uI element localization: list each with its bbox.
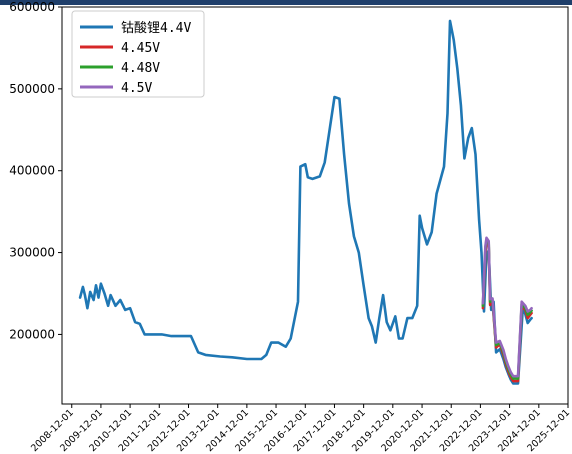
legend: 钴酸锂4.4V 4.45V 4.48V 4.5V <box>71 10 205 98</box>
y-tick-label: 600000 <box>9 0 55 14</box>
series-lines <box>78 19 533 385</box>
legend-label-3: 4.5V <box>121 81 152 96</box>
plot-area-frame <box>61 6 569 405</box>
legend-box <box>71 10 205 98</box>
series-line-0 <box>78 19 533 385</box>
y-tick-label: 200000 <box>9 327 55 341</box>
y-tick-label: 300000 <box>9 246 55 260</box>
window-top-strip <box>0 0 572 5</box>
x-axis: 2008-12-012009-12-012010-12-012011-12-01… <box>29 404 572 454</box>
series-line-3 <box>481 236 533 378</box>
legend-label-0: 钴酸锂4.4V <box>121 21 191 36</box>
legend-label-1: 4.45V <box>121 41 160 56</box>
y-tick-label: 400000 <box>9 164 55 178</box>
y-tick-label: 500000 <box>9 82 55 96</box>
y-axis: 200000 300000 400000 500000 600000 <box>9 0 62 341</box>
legend-label-2: 4.48V <box>121 61 160 76</box>
